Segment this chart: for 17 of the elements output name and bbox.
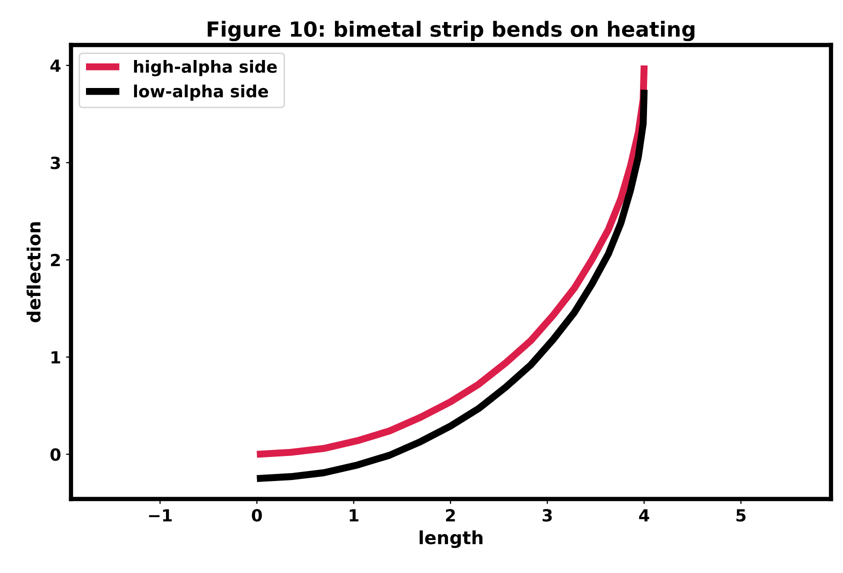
y-tick-label: 4 [50,60,61,72]
chart-title: Figure 10: bimetal strip bends on heating [208,20,694,42]
x-tick-label: 5 [736,509,746,522]
x-tick-label: 1 [350,509,358,522]
y-tick-label: 2 [51,254,60,266]
x-tick-label: 2 [446,509,455,522]
x-tick-label: 0 [252,509,262,522]
x-tick-label: −1 [149,509,172,522]
y-tick-label: 1 [52,351,60,364]
legend-label: low-alpha side [134,84,268,101]
legend-label: high-alpha side [134,60,277,76]
y-axis-title: deflection [26,222,41,322]
x-tick-label: 4 [639,509,650,522]
x-tick-label: 3 [542,509,552,522]
x-axis-title: length [420,530,482,548]
y-tick-label: 0 [50,448,60,461]
y-tick-label: 3 [50,156,60,170]
